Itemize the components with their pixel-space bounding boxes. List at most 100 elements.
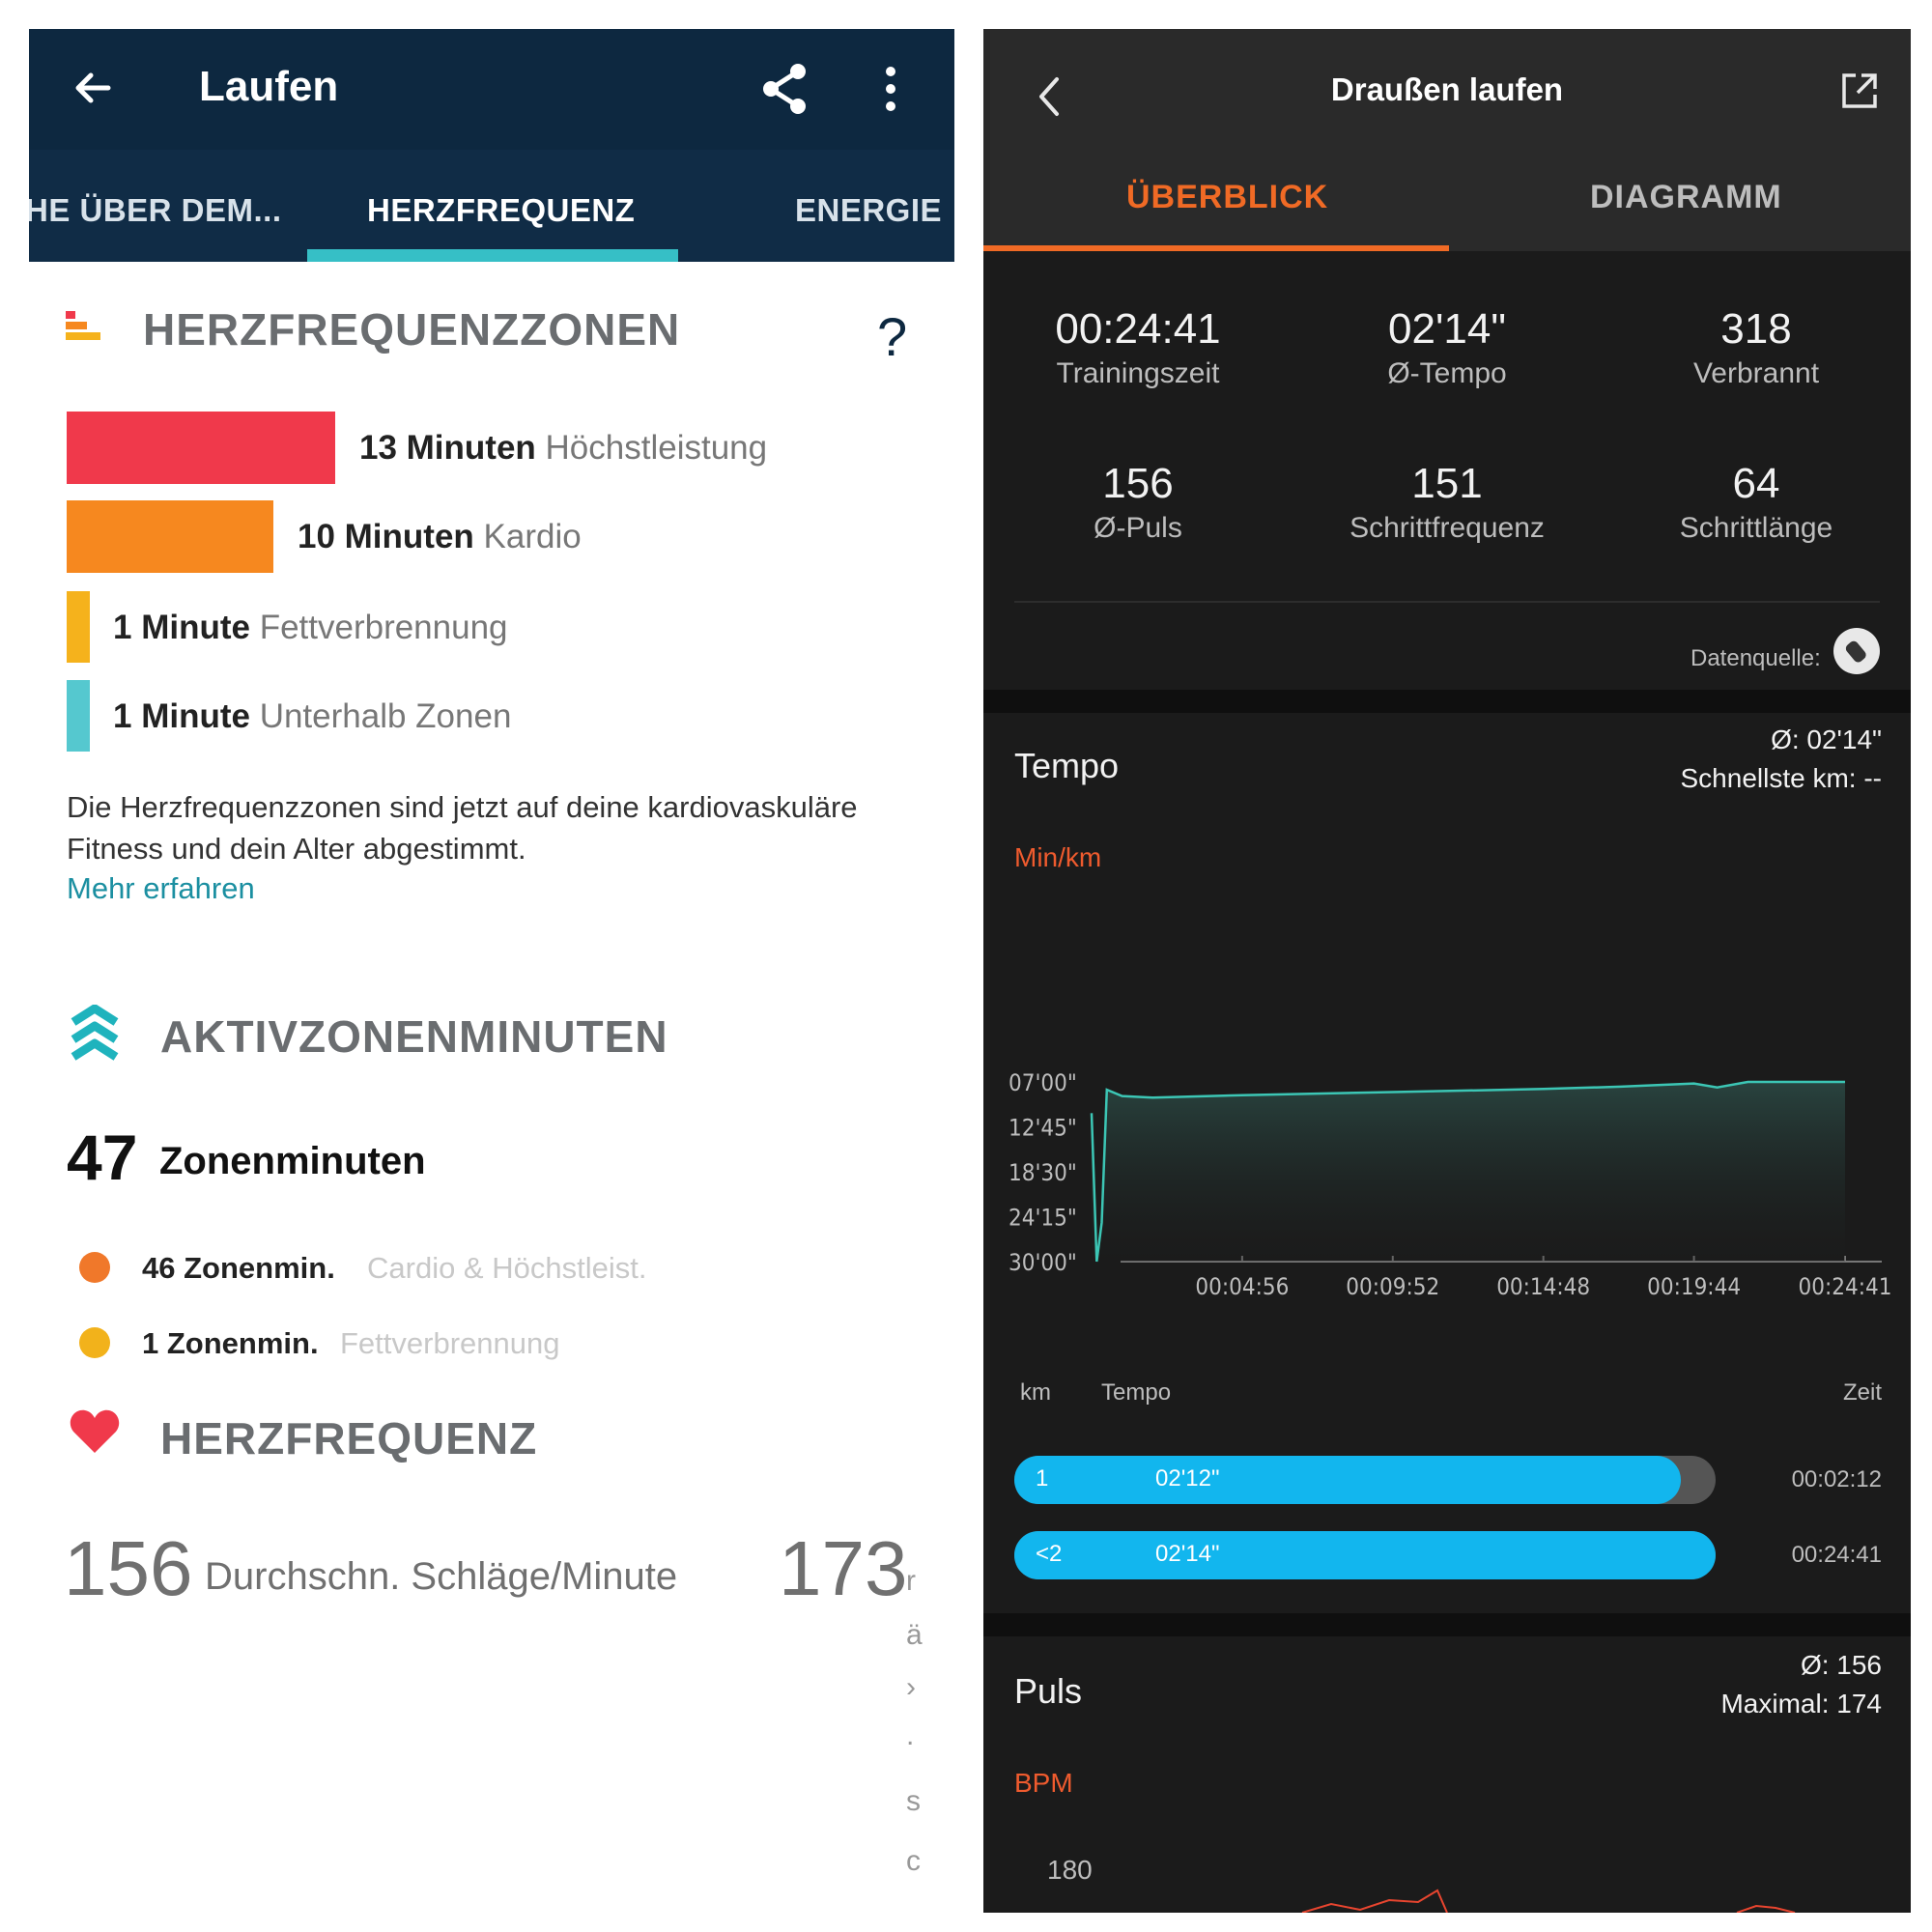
stat-cadence-label: Schrittfrequenz	[1350, 512, 1545, 544]
pulse-maximum: Maximal: 174	[1720, 1689, 1882, 1719]
hr-average-value: 156	[64, 1525, 193, 1611]
splits-header-time: Zeit	[1842, 1379, 1882, 1406]
cut-off-text: s	[906, 1785, 921, 1817]
stat-avg-pace: 02'14"	[1388, 305, 1506, 353]
cut-off-text: c	[906, 1845, 921, 1877]
active-zone-minutes-icon	[68, 1004, 122, 1065]
cut-off-text: r	[906, 1565, 916, 1597]
stat-training-time-label: Trainingszeit	[1056, 357, 1220, 389]
stat-training-time: 00:24:41	[1055, 305, 1221, 353]
zones-note: Die Herzfrequenzzonen sind jetzt auf dei…	[67, 790, 858, 866]
azm-fatburn-desc: Fettverbrennung	[340, 1326, 560, 1360]
export-icon[interactable]	[1838, 70, 1881, 112]
split-time: 00:24:41	[1791, 1542, 1882, 1568]
zone-label-below: 1 Minute Unterhalb Zonen	[113, 697, 512, 735]
section-gap	[983, 690, 1911, 713]
tab-ueber-dem[interactable]: HE ÜBER DEM...	[29, 192, 282, 228]
zone-bar-below	[67, 680, 90, 752]
tab-diagram[interactable]: DIAGRAMM	[1590, 179, 1782, 215]
learn-more-link[interactable]: Mehr erfahren	[67, 871, 255, 905]
tempo-fastest-km: Schnellste km: --	[1680, 763, 1883, 793]
more-options-icon[interactable]	[879, 58, 902, 120]
split-row: 1 02'12"	[1014, 1456, 1716, 1504]
hr-max-value: 173	[779, 1525, 908, 1611]
stat-calories: 318	[1720, 305, 1792, 353]
tempo-title: Tempo	[1014, 746, 1120, 785]
split-row: <2 02'14"	[1014, 1531, 1716, 1579]
fitbit-panel: Laufen HE ÜBER DEM... HERZFREQUENZ ENERG…	[29, 29, 954, 1913]
splits-header-pace: Tempo	[1101, 1379, 1172, 1406]
zones-icon	[66, 309, 108, 348]
help-icon[interactable]: ?	[877, 306, 908, 367]
page-title: Laufen	[199, 63, 339, 110]
azm-cardio-dot	[79, 1252, 110, 1283]
y-tick-label: 24'15"	[1009, 1205, 1077, 1232]
zone-label-cardio: 10 Minuten Kardio	[298, 518, 582, 555]
split-bar	[1014, 1531, 1716, 1579]
zones-section-title: HERZFREQUENZZONEN	[143, 304, 681, 355]
stat-stride-length: 64	[1732, 460, 1780, 507]
tab-bar: HE ÜBER DEM... HERZFREQUENZ ENERGIE	[29, 150, 954, 262]
share-icon[interactable]	[755, 60, 813, 118]
stat-cadence: 151	[1411, 460, 1483, 507]
azm-cardio-value: 46 Zonenmin.	[142, 1251, 335, 1285]
app-bar: Draußen laufen ÜBERBLICK DIAGRAMM	[983, 29, 1911, 251]
zone-label-peak: 13 Minuten Höchstleistung	[359, 429, 768, 467]
split-km: 1	[1036, 1465, 1049, 1492]
tempo-line	[1090, 1080, 1845, 1263]
active-tab-indicator	[983, 245, 1449, 251]
pulse-unit: BPM	[1014, 1768, 1073, 1798]
azm-fatburn-dot	[79, 1327, 110, 1358]
tempo-chart: 07'00" 12'45" 18'30" 24'15" 30'00" 00:04:56 0…	[1009, 1069, 1892, 1300]
x-tick-label: 00:14:48	[1496, 1273, 1590, 1300]
x-tick-label: 00:19:44	[1647, 1273, 1741, 1300]
x-tick-label: 00:09:52	[1346, 1273, 1439, 1300]
pulse-title: Puls	[1014, 1671, 1083, 1711]
active-tab-indicator	[307, 249, 678, 262]
x-tick-label: 00:04:56	[1195, 1273, 1289, 1300]
split-time: 00:02:12	[1791, 1466, 1882, 1492]
split-pace: 02'12"	[1155, 1465, 1220, 1492]
stat-avg-pace-label: Ø-Tempo	[1387, 357, 1507, 389]
x-tick-label: 00:24:41	[1799, 1273, 1892, 1300]
divider	[1014, 601, 1880, 603]
tab-energie[interactable]: ENERGIE	[795, 192, 943, 228]
splits-header-km: km	[1020, 1379, 1051, 1406]
tempo-area	[1092, 1082, 1845, 1262]
zone-bar-cardio	[67, 500, 273, 573]
heart-icon	[70, 1408, 120, 1455]
pulse-chart-partial	[1301, 1889, 1796, 1913]
data-source-icon[interactable]	[1833, 628, 1880, 674]
tab-herzfrequenz[interactable]: HERZFREQUENZ	[367, 192, 636, 228]
split-pace: 02'14"	[1155, 1541, 1220, 1567]
azm-total-label: Zonenminuten	[159, 1140, 426, 1182]
stat-stride-length-label: Schrittlänge	[1679, 512, 1833, 544]
tempo-unit: Min/km	[1014, 842, 1102, 872]
azm-fatburn-value: 1 Zonenmin.	[142, 1326, 319, 1360]
section-gap	[983, 1613, 1911, 1636]
pulse-y-tick: 180	[1047, 1855, 1093, 1885]
cut-off-text: ›	[906, 1671, 916, 1703]
workout-panel: Draußen laufen ÜBERBLICK DIAGRAMM 00:24:…	[983, 29, 1911, 1913]
back-chevron-icon[interactable]	[1030, 68, 1068, 126]
azm-cardio-desc: Cardio & Höchstleist.	[367, 1251, 647, 1285]
hr-section-title: HERZFREQUENZ	[160, 1413, 538, 1463]
cut-off-text: ä	[906, 1619, 923, 1651]
azm-total: 47	[67, 1122, 138, 1193]
hr-average-label: Durchschn. Schläge/Minute	[205, 1555, 678, 1598]
stat-calories-label: Verbrannt	[1692, 357, 1820, 389]
app-bar: Laufen	[29, 29, 954, 150]
azm-section-title: AKTIVZONENMINUTEN	[160, 1011, 668, 1062]
stat-avg-pulse-label: Ø-Puls	[1094, 512, 1182, 544]
back-arrow-icon[interactable]	[70, 64, 128, 112]
y-tick-label: 07'00"	[1009, 1069, 1077, 1096]
y-tick-label: 30'00"	[1009, 1249, 1077, 1276]
page-title: Draußen laufen	[1330, 71, 1564, 107]
pulse-average: Ø: 156	[1800, 1650, 1882, 1680]
zone-label-fatburn: 1 Minute Fettverbrennung	[113, 609, 508, 646]
split-km: <2	[1036, 1541, 1063, 1567]
tab-overview[interactable]: ÜBERBLICK	[1126, 179, 1329, 215]
data-source-label: Datenquelle:	[1690, 645, 1821, 671]
zone-bar-fatburn	[67, 591, 90, 663]
stat-avg-pulse: 156	[1102, 460, 1174, 507]
